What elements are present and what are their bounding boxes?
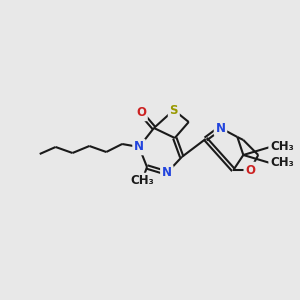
Text: N: N [134, 140, 144, 154]
Text: N: N [162, 167, 172, 179]
Text: O: O [136, 106, 146, 119]
Text: CH₃: CH₃ [270, 140, 294, 154]
Text: S: S [169, 103, 178, 116]
Text: CH₃: CH₃ [270, 157, 294, 169]
Text: CH₃: CH₃ [130, 175, 154, 188]
Text: O: O [245, 164, 255, 176]
Text: N: N [215, 122, 226, 134]
